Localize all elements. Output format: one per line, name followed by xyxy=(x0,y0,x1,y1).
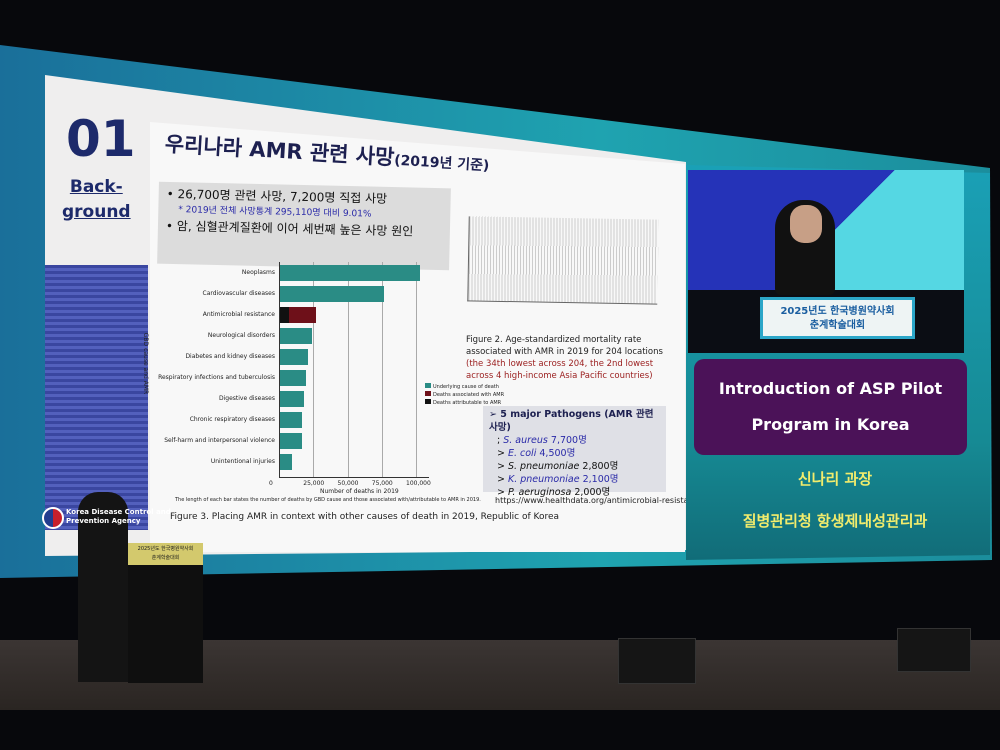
category-label: Respiratory infections and tuberculosis xyxy=(158,374,275,381)
x-tick-label: 0 xyxy=(269,480,273,487)
pathogen-item: > P. aeruginosa 2,000명 xyxy=(497,487,611,498)
fig2-chart-image xyxy=(467,216,659,305)
speaker-department: 질병관리청 항생제내성관리과 xyxy=(742,512,928,530)
gridline xyxy=(347,262,349,478)
pathogen-name: K. pneumoniae xyxy=(507,474,580,485)
category-label: Antimicrobial resistance xyxy=(202,311,275,318)
pathogen-item: ; S. aureus 7,700명 xyxy=(497,435,587,446)
bar-underlying xyxy=(279,349,308,365)
pathogen-item: > S. pneumoniae 2,800명 xyxy=(497,461,619,472)
category-label: Digestive diseases xyxy=(219,395,275,402)
stage-speaker xyxy=(897,628,971,672)
source-url: https://www.healthdata.org/antimicrobial… xyxy=(495,496,703,505)
kdca-logo xyxy=(42,507,64,529)
pathogen-count: 2,100명 xyxy=(582,474,619,485)
bar-underlying xyxy=(279,286,385,302)
bar-attributable-amr xyxy=(279,307,289,323)
bar-underlying xyxy=(279,265,421,281)
agency-name: Korea Disease Control and Prevention Agen… xyxy=(66,508,171,525)
talk-title: Introduction of ASP Pilot Program in Kore… xyxy=(694,359,967,455)
category-label: Unintentional injuries xyxy=(210,458,275,465)
pathogen-count: 2,000명 xyxy=(574,487,611,498)
fig3-caption: Figure 3. Placing AMR in context with ot… xyxy=(170,512,560,522)
x-tick-label: 75,000 xyxy=(371,480,393,487)
category-label: Self-harm and interpersonal violence xyxy=(164,437,275,444)
bar-underlying xyxy=(279,391,305,407)
gridline xyxy=(313,262,315,478)
category-label: Diabetes and kidney diseases xyxy=(185,353,275,360)
fig2-caption: Figure 2. Age-standardized mortality rat… xyxy=(466,335,663,381)
pathogen-item: > K. pneumoniae 2,100명 xyxy=(497,474,619,485)
bar-underlying xyxy=(279,454,292,470)
podium-sign: 2025년도 한국병원약사회 춘계학술대회 xyxy=(760,297,915,339)
lectern-sign: 2025년도 한국병원약사회 춘계학술대회 xyxy=(128,543,203,565)
lectern xyxy=(128,543,203,683)
x-axis-label: Number of deaths in 2019 xyxy=(320,488,399,495)
pathogens-box: ➢ 5 major Pathogens (AMR 관련사망) ; S. aure… xyxy=(483,406,666,498)
pathogen-count: 4,500명 xyxy=(539,448,576,459)
category-label: Neoplasms xyxy=(241,269,275,276)
bar-underlying xyxy=(279,412,302,428)
pathogen-name: S. aureus xyxy=(503,435,548,446)
section-label: Back-ground xyxy=(62,177,131,222)
category-label: Neurological disorders xyxy=(207,332,275,339)
pathogen-count: 7,700명 xyxy=(550,435,587,446)
pathogen-item: > E. coli 4,500명 xyxy=(497,448,576,459)
pathogen-name: E. coli xyxy=(507,448,537,459)
bar-underlying xyxy=(279,370,306,386)
fig3-note: The length of each bar states the number… xyxy=(175,497,481,503)
section-number: 01 xyxy=(66,110,136,168)
chart-legend: Underlying cause of death Deaths associa… xyxy=(425,383,504,407)
bar-underlying xyxy=(279,433,302,449)
gridline xyxy=(381,262,383,478)
speaker-name: 신나리 과장 xyxy=(797,470,873,488)
y-axis-label: GBD cause and AMR xyxy=(142,332,150,395)
pathogen-count: 2,800명 xyxy=(582,461,619,472)
presenter xyxy=(78,492,128,682)
x-axis xyxy=(279,477,429,478)
category-label: Cardiovascular diseases xyxy=(202,290,275,297)
x-tick-label: 100,000 xyxy=(406,480,431,487)
stage-speaker xyxy=(618,638,696,684)
x-tick-label: 25,000 xyxy=(303,480,325,487)
gridline xyxy=(416,262,417,478)
bar-underlying xyxy=(279,328,312,344)
x-tick-label: 50,000 xyxy=(337,480,359,487)
y-axis xyxy=(279,262,280,478)
category-label: Chronic respiratory diseases xyxy=(189,416,275,423)
slide-stripes xyxy=(45,265,148,530)
pathogen-name: P. aeruginosa xyxy=(507,487,572,498)
pathogen-name: S. pneumoniae xyxy=(507,461,580,472)
speaker-face xyxy=(790,205,822,243)
